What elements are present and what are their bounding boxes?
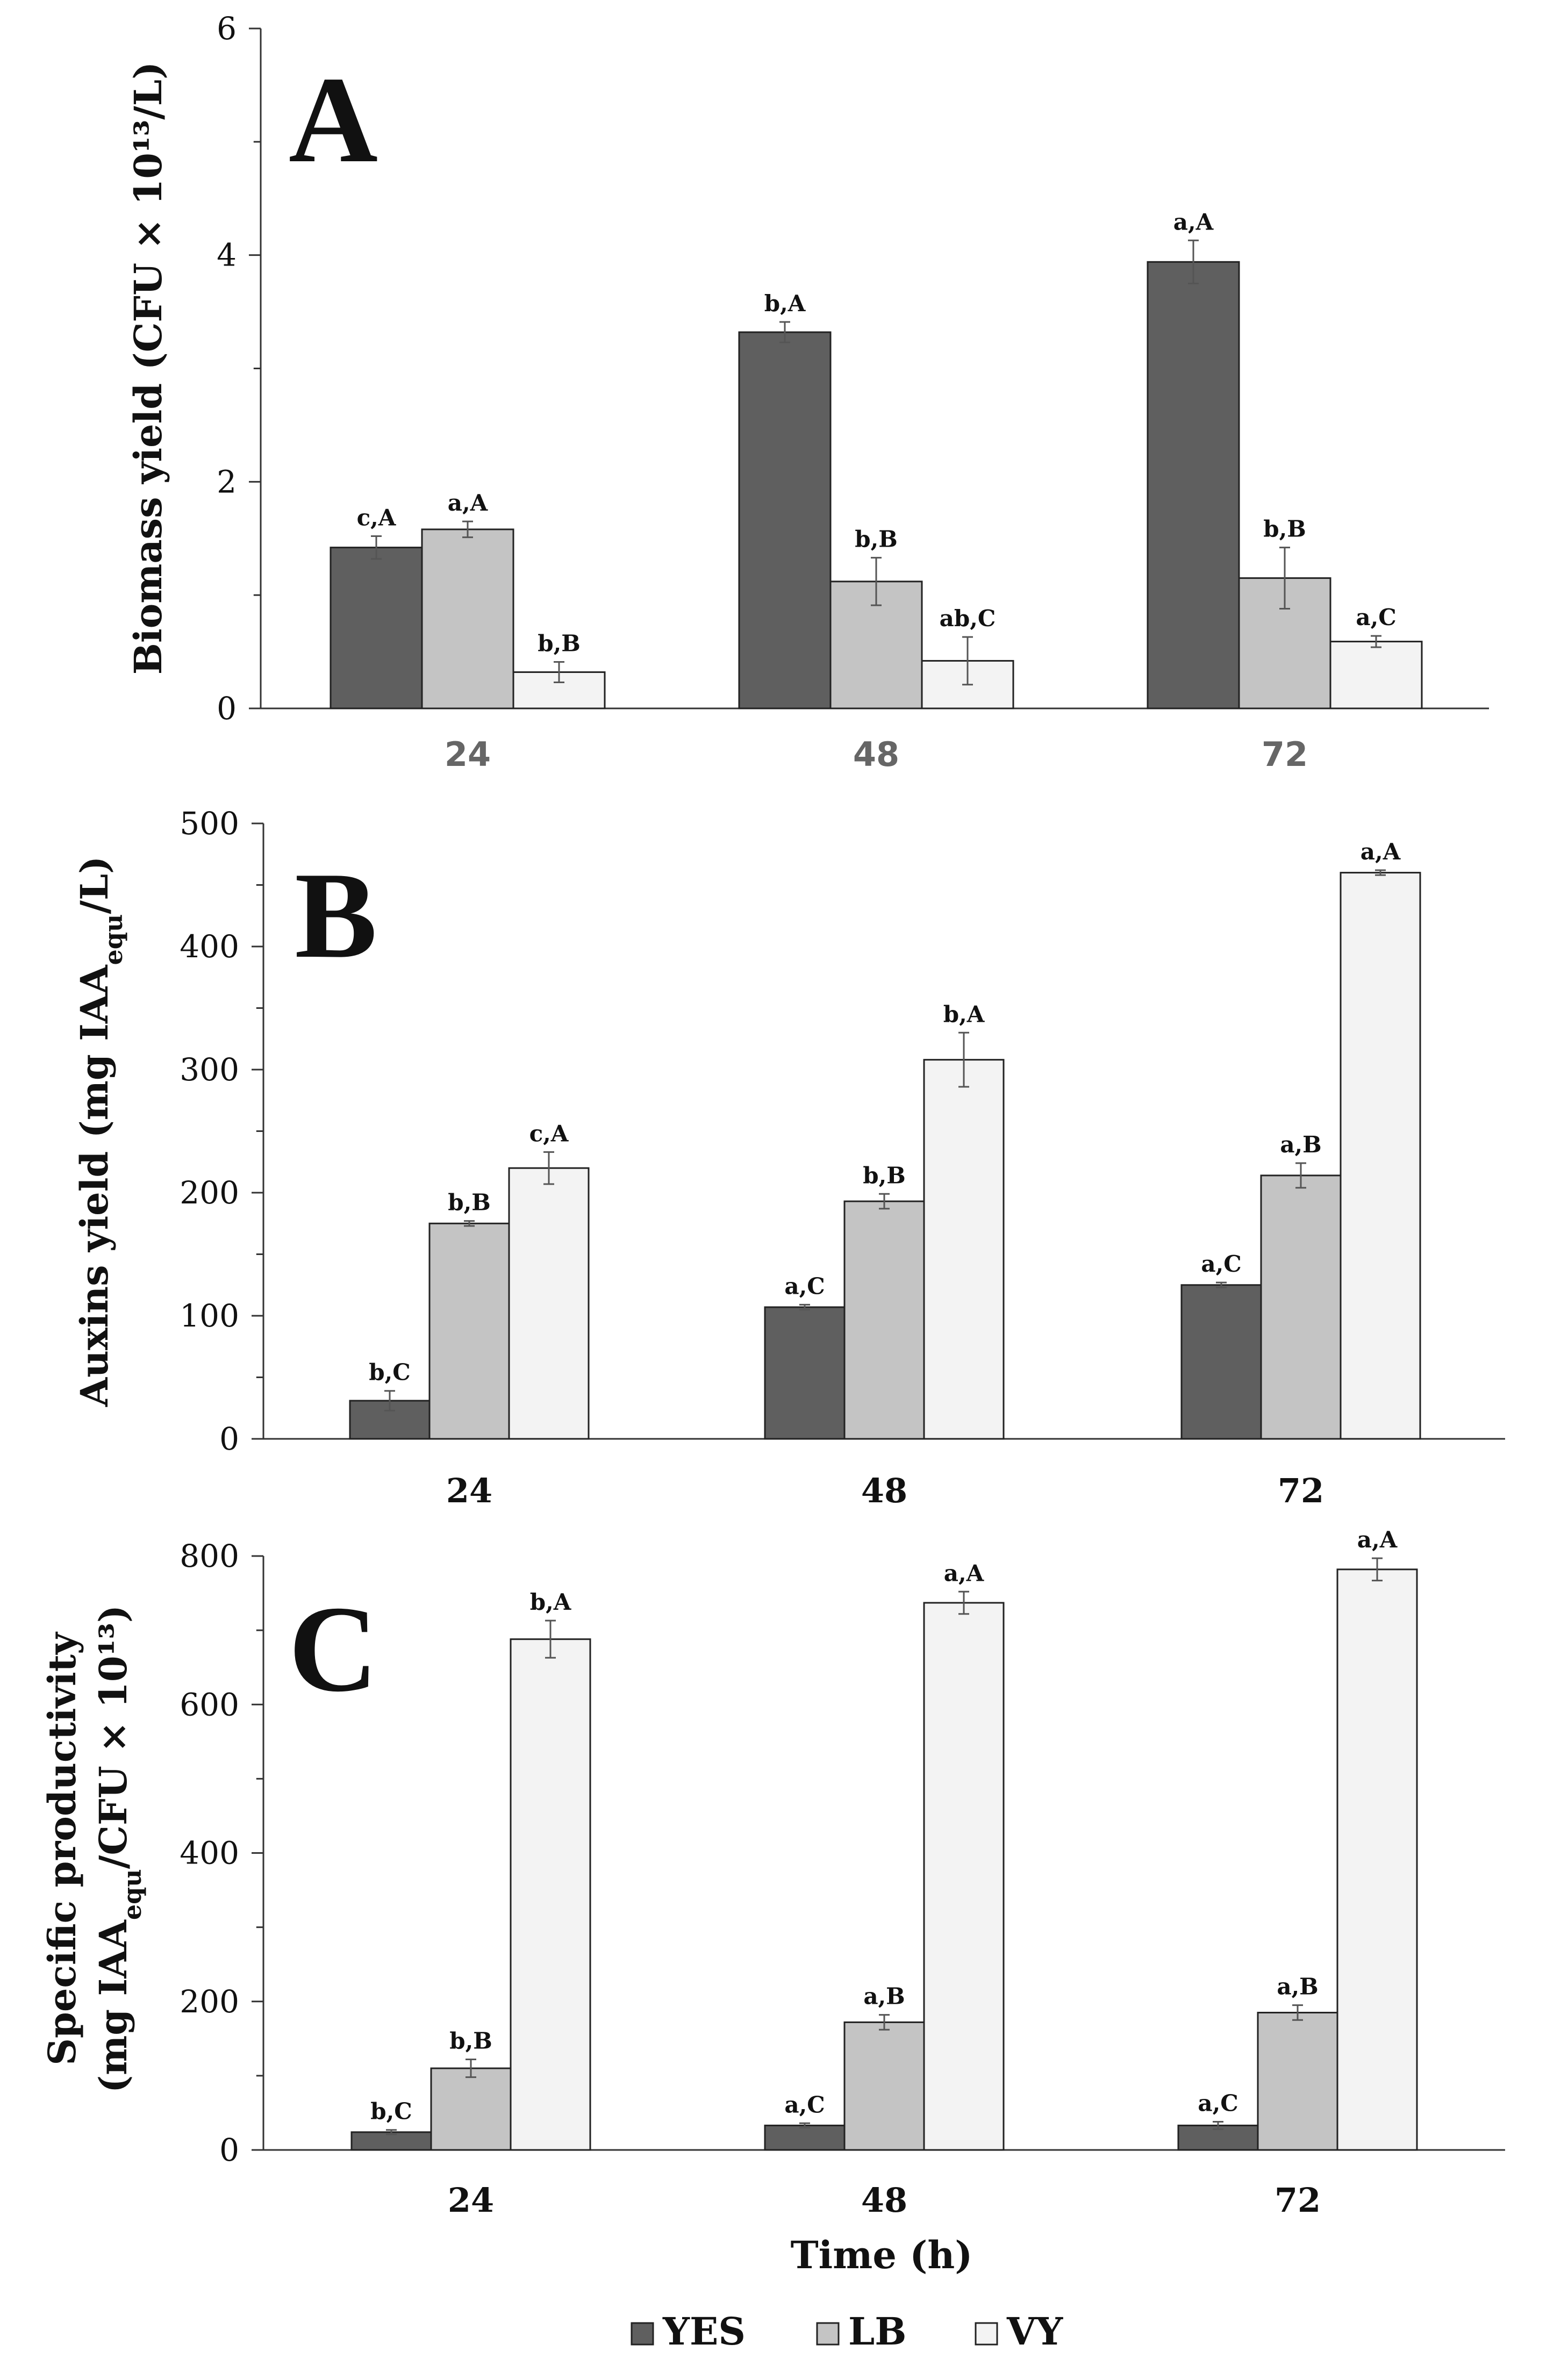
y-axis-title-text: Auxins yield (mg IAA [72, 964, 117, 1407]
significance-label: b,A [530, 1589, 572, 1615]
y-axis-title: Specific productivity (mg IAAequ/CFU × 10… [40, 1605, 147, 2093]
panel-letter: A [289, 51, 378, 188]
significance-label: a,A [448, 490, 489, 516]
significance-label: a,A [1361, 838, 1401, 865]
significance-label: a,A [944, 1560, 985, 1586]
bar-yes-48 [738, 331, 832, 709]
significance-label: b,A [943, 1001, 985, 1027]
bar-lb-72 [1260, 1174, 1342, 1440]
bar-lb-48 [843, 2021, 925, 2151]
bar-vy-72 [1329, 641, 1423, 709]
y-tick-label: 2 [217, 463, 237, 500]
significance-label: a,B [1280, 1131, 1321, 1158]
significance-label: b,C [369, 1359, 410, 1386]
y-tick-label: 600 [180, 1686, 239, 1723]
significance-label: a,A [1173, 209, 1214, 235]
panel-letter: B [295, 847, 377, 984]
bar-vy-72 [1336, 1568, 1418, 2151]
bar-lb-24 [430, 2067, 512, 2151]
y-axis-title-text: Biomass yield (CFU × 10¹³/L) [126, 62, 170, 675]
y-axis-title: Biomass yield (CFU × 10¹³/L) [126, 62, 170, 675]
y-axis-title-subscript: equ [99, 914, 128, 965]
bar-vy-72 [1340, 872, 1421, 1440]
y-tick-label: 4 [217, 237, 237, 274]
chart-panel-c: 0 200 400 600 800 b,C b,B b,A 24 a,C a,B a,A 48 a,C a,… [40, 1526, 1505, 2220]
significance-label: b,B [449, 2027, 492, 2054]
bar-yes-48 [764, 1306, 846, 1440]
bar-lb-24 [421, 528, 514, 709]
significance-label: a,B [1277, 1974, 1318, 2000]
bar-lb-48 [843, 1200, 925, 1440]
significance-label: a,A [1357, 1526, 1398, 1553]
x-category-label: 48 [861, 1471, 907, 1510]
bar-vy-48 [923, 1059, 1005, 1440]
significance-label: a,C [1201, 1251, 1241, 1277]
x-category-label: 72 [1275, 2181, 1321, 2220]
chart-panel-b: 0 100 200 300 400 500 b,C b,B c,A 24 a,C b,B b,A 48 a,… [72, 805, 1505, 1510]
y-axis-title: Auxins yield (mg IAAequ/L) [72, 856, 128, 1408]
x-category-label: 24 [445, 735, 491, 774]
significance-label: b,B [855, 526, 898, 553]
x-category-label: 48 [861, 2181, 907, 2220]
y-tick-label: 800 [180, 1538, 239, 1574]
bar-lb-72 [1257, 2011, 1338, 2151]
panel-letter: C [289, 1580, 378, 1717]
y-tick-label: 400 [180, 1835, 239, 1872]
y-axis-title-line2: (mg IAA [91, 1919, 135, 2093]
significance-label: a,C [784, 1273, 825, 1299]
y-tick-label: 200 [180, 1174, 239, 1211]
y-axis-title-end: /L) [72, 856, 117, 914]
significance-label: b,B [448, 1189, 491, 1216]
bar-yes-72 [1180, 1284, 1262, 1440]
legend-swatch-lb [816, 2322, 840, 2346]
significance-label: b,B [1263, 516, 1306, 542]
significance-label: ab,C [940, 605, 996, 632]
y-tick-label: 200 [180, 1983, 239, 2020]
bar-lb-24 [428, 1222, 510, 1440]
significance-label: c,A [529, 1120, 569, 1146]
significance-label: b,A [764, 290, 806, 317]
y-axis-title-subscript: equ [118, 1869, 147, 1920]
bar-vy-24 [508, 1167, 590, 1440]
legend-label-lb: LB [848, 2309, 906, 2354]
significance-label: b,B [863, 1162, 906, 1188]
y-axis-title-line1: Specific productivity [40, 1631, 84, 2066]
legend-swatch-yes [631, 2322, 654, 2346]
y-tick-label: 6 [217, 10, 237, 47]
x-category-label: 48 [853, 735, 899, 774]
x-category-label: 24 [448, 2181, 494, 2220]
bar-yes-24 [330, 547, 423, 709]
legend-label-vy: VY [1006, 2309, 1063, 2354]
y-tick-label: 400 [180, 928, 239, 965]
significance-label: c,A [357, 505, 397, 531]
significance-label: b,C [370, 2098, 412, 2125]
bar-vy-48 [923, 1602, 1005, 2151]
significance-label: a,C [1198, 2090, 1238, 2117]
y-tick-label: 300 [180, 1051, 239, 1088]
bar-vy-24 [510, 1638, 591, 2151]
legend: YES LB VY [631, 2309, 1063, 2354]
x-category-label: 24 [446, 1471, 492, 1510]
y-tick-label: 500 [180, 805, 239, 842]
x-axis-title: Time (h) [791, 2233, 973, 2277]
legend-swatch-vy [975, 2322, 998, 2346]
significance-label: a,B [863, 1983, 905, 2010]
y-tick-label: 0 [219, 2132, 239, 2168]
chart-panel-a: 0246c,Aa,Ab,B24b,Ab,Bab,C48a,Ab,Ba,C72AB… [126, 10, 1489, 774]
legend-label-yes: YES [662, 2309, 746, 2354]
x-category-label: 72 [1278, 1471, 1324, 1510]
significance-label: a,C [784, 2091, 825, 2118]
significance-label: a,C [1356, 604, 1396, 630]
significance-label: b,B [538, 630, 581, 657]
y-tick-label: 0 [219, 1421, 239, 1457]
y-tick-label: 0 [217, 690, 237, 727]
y-axis-title-line2-end: /CFU × 10¹³) [91, 1605, 135, 1869]
y-tick-label: 100 [180, 1297, 239, 1334]
bar-yes-72 [1147, 261, 1240, 709]
x-category-label: 72 [1262, 735, 1308, 774]
bar-yes-48 [764, 2124, 846, 2151]
